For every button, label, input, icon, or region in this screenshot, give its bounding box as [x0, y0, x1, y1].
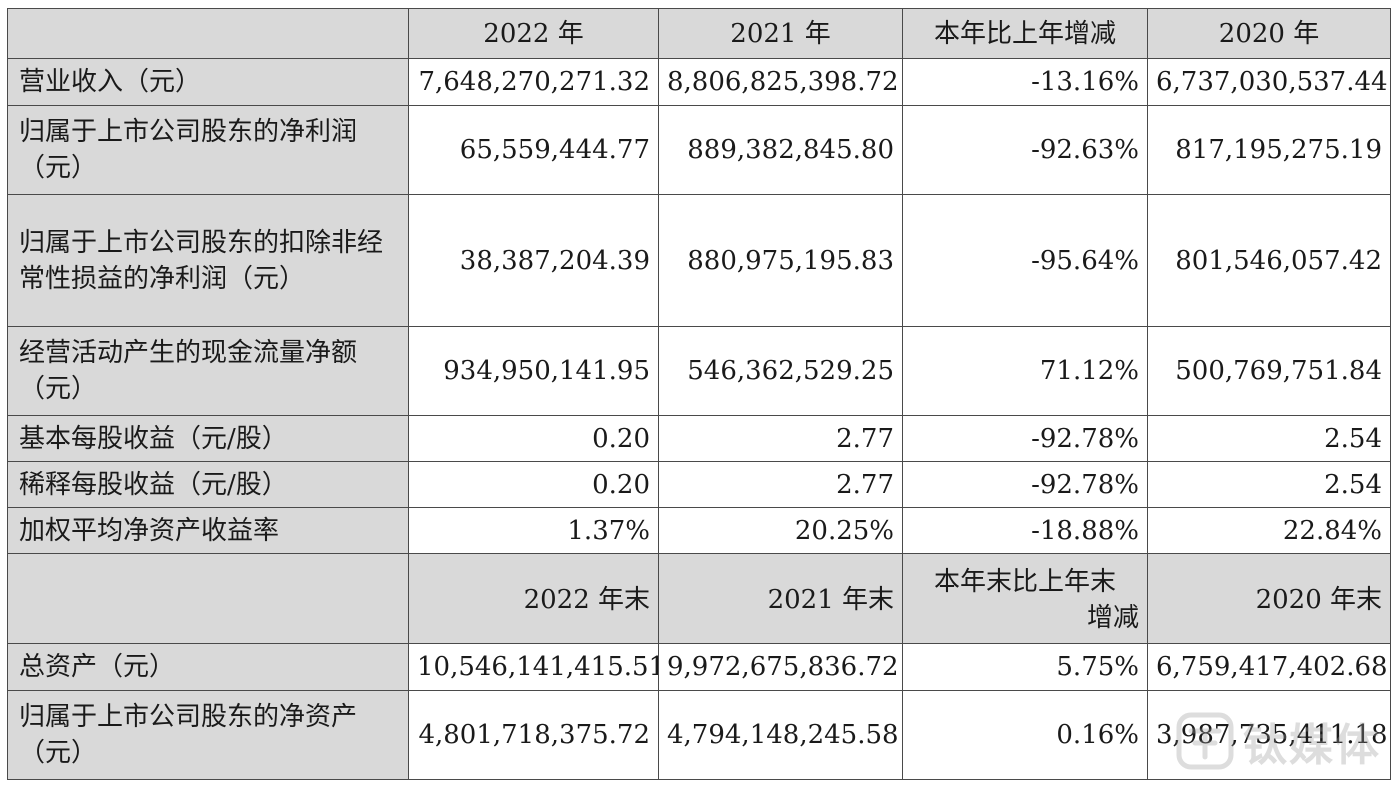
table-row: 归属于上市公司股东的净资产（元） 4,801,718,375.72 4,794,…: [7, 690, 1391, 780]
value-2022: 1.37%: [408, 507, 659, 554]
value-2022: 0.20: [408, 461, 659, 508]
header-corner-cell: [7, 8, 409, 59]
value-change: -92.63%: [902, 105, 1148, 195]
header-year-end-change: 本年末比上年末 增减: [902, 553, 1148, 644]
value-2021: 2.77: [658, 415, 903, 462]
value-2021: 8,806,825,398.72: [658, 58, 903, 106]
value-2020: 801,546,057.42: [1147, 194, 1391, 327]
header-year-end-2021: 2021 年末: [658, 553, 903, 644]
table-row: 稀释每股收益（元/股） 0.20 2.77 -92.78% 2.54: [7, 461, 1391, 508]
row-label: 总资产（元）: [7, 643, 409, 691]
value-2021: 4,794,148,245.58: [658, 690, 903, 780]
value-2020: 6,759,417,402.68: [1147, 643, 1391, 691]
value-change: 0.16%: [902, 690, 1148, 780]
table-row: 基本每股收益（元/股） 0.20 2.77 -92.78% 2.54: [7, 415, 1391, 462]
value-change: -18.88%: [902, 507, 1148, 554]
row-label: 基本每股收益（元/股）: [7, 415, 409, 462]
value-2021: 889,382,845.80: [658, 105, 903, 195]
row-label: 归属于上市公司股东的扣除非经常性损益的净利润（元）: [7, 194, 409, 327]
value-2020: 22.84%: [1147, 507, 1391, 554]
value-2022: 38,387,204.39: [408, 194, 659, 327]
header-year-end-change-line2: 增减: [1086, 602, 1139, 633]
value-change: -92.78%: [902, 461, 1148, 508]
header-year-2021: 2021 年: [658, 8, 903, 59]
value-2021: 20.25%: [658, 507, 903, 554]
value-2022: 0.20: [408, 415, 659, 462]
header-year-end-2022: 2022 年末: [408, 553, 659, 644]
header-year-2020: 2020 年: [1147, 8, 1391, 59]
value-2020: 817,195,275.19: [1147, 105, 1391, 195]
row-label: 稀释每股收益（元/股）: [7, 461, 409, 508]
row-label: 营业收入（元）: [7, 58, 409, 106]
table-row: 营业收入（元） 7,648,270,271.32 8,806,825,398.7…: [7, 58, 1391, 106]
financial-summary-table: 2022 年 2021 年 本年比上年增减 2020 年 营业收入（元） 7,6…: [7, 8, 1391, 780]
value-2021: 546,362,529.25: [658, 326, 903, 416]
header-row-year-end: 2022 年末 2021 年末 本年末比上年末 增减 2020 年末: [7, 553, 1391, 644]
value-2020: 6,737,030,537.44: [1147, 58, 1391, 106]
row-label: 经营活动产生的现金流量净额（元）: [7, 326, 409, 416]
table-row: 归属于上市公司股东的净利润（元） 65,559,444.77 889,382,8…: [7, 105, 1391, 195]
value-2021: 880,975,195.83: [658, 194, 903, 327]
header-yoy-change: 本年比上年增减: [902, 8, 1148, 59]
value-2021: 2.77: [658, 461, 903, 508]
table-row: 经营活动产生的现金流量净额（元） 934,950,141.95 546,362,…: [7, 326, 1391, 416]
row-label: 归属于上市公司股东的净利润（元）: [7, 105, 409, 195]
row-label: 归属于上市公司股东的净资产（元）: [7, 690, 409, 780]
value-change: -13.16%: [902, 58, 1148, 106]
header-year-end-2020: 2020 年末: [1147, 553, 1391, 644]
row-label: 加权平均净资产收益率: [7, 507, 409, 554]
value-change: 5.75%: [902, 643, 1148, 691]
table-row: 加权平均净资产收益率 1.37% 20.25% -18.88% 22.84%: [7, 507, 1391, 554]
value-2022: 934,950,141.95: [408, 326, 659, 416]
table-row: 总资产（元） 10,546,141,415.51 9,972,675,836.7…: [7, 643, 1391, 691]
value-2022: 10,546,141,415.51: [408, 643, 659, 691]
value-2021: 9,972,675,836.72: [658, 643, 903, 691]
value-2020: 500,769,751.84: [1147, 326, 1391, 416]
value-change: 71.12%: [902, 326, 1148, 416]
value-2022: 4,801,718,375.72: [408, 690, 659, 780]
header-row-years: 2022 年 2021 年 本年比上年增减 2020 年: [7, 8, 1391, 59]
value-2022: 7,648,270,271.32: [408, 58, 659, 106]
header-corner-cell: [7, 553, 409, 644]
table-row: 归属于上市公司股东的扣除非经常性损益的净利润（元） 38,387,204.39 …: [7, 194, 1391, 327]
value-2020: 3,987,735,411.18: [1147, 690, 1391, 780]
header-year-2022: 2022 年: [408, 8, 659, 59]
value-change: -92.78%: [902, 415, 1148, 462]
value-2022: 65,559,444.77: [408, 105, 659, 195]
value-2020: 2.54: [1147, 415, 1391, 462]
value-change: -95.64%: [902, 194, 1148, 327]
header-year-end-change-line1: 本年末比上年末: [933, 566, 1116, 597]
value-2020: 2.54: [1147, 461, 1391, 508]
